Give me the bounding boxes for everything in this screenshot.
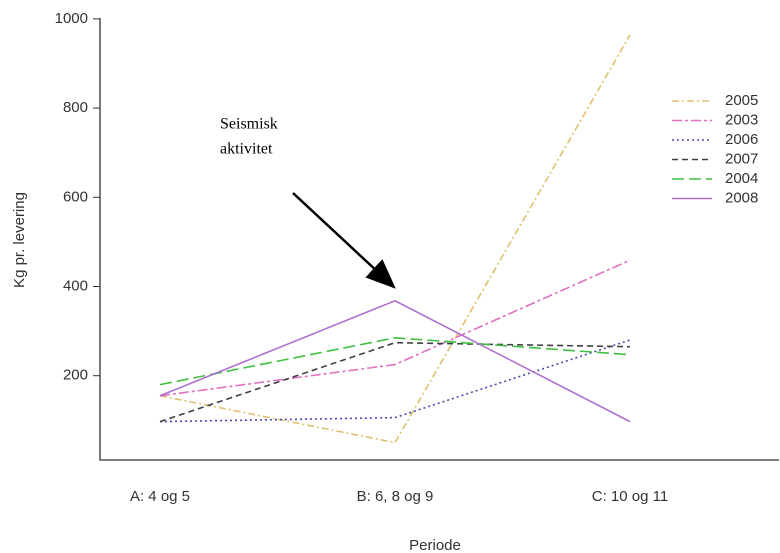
line-series	[159, 341, 631, 423]
y-tick-label: 800	[63, 99, 88, 116]
y-tick-label: 1000	[55, 10, 88, 27]
legend-label: 2005	[725, 92, 758, 109]
annotation: aktivitet	[220, 141, 273, 158]
line-series	[159, 339, 631, 423]
annotation: Seismisk	[220, 116, 278, 133]
line-series	[159, 259, 631, 397]
line-series	[159, 299, 631, 423]
annotation-arrow	[292, 192, 396, 289]
y-tick-label: 200	[63, 367, 88, 384]
legend-label: 2006	[725, 131, 758, 148]
x-tick-label: B: 6, 8 og 9	[357, 488, 434, 505]
y-axis-label: Kg pr. levering	[11, 192, 28, 288]
legend-label: 2004	[725, 170, 758, 187]
x-tick-label: C: 10 og 11	[592, 488, 668, 505]
legend-label: 2007	[725, 150, 758, 167]
legend-label: 2008	[725, 189, 758, 206]
legend-label: 2003	[725, 111, 758, 128]
y-tick-label: 600	[63, 188, 88, 205]
y-tick-label: 400	[63, 277, 88, 294]
axis	[99, 18, 779, 461]
line-series	[159, 34, 631, 444]
x-axis-label: Periode	[409, 537, 461, 553]
line-series	[159, 336, 631, 386]
x-tick-label: A: 4 og 5	[130, 488, 190, 505]
